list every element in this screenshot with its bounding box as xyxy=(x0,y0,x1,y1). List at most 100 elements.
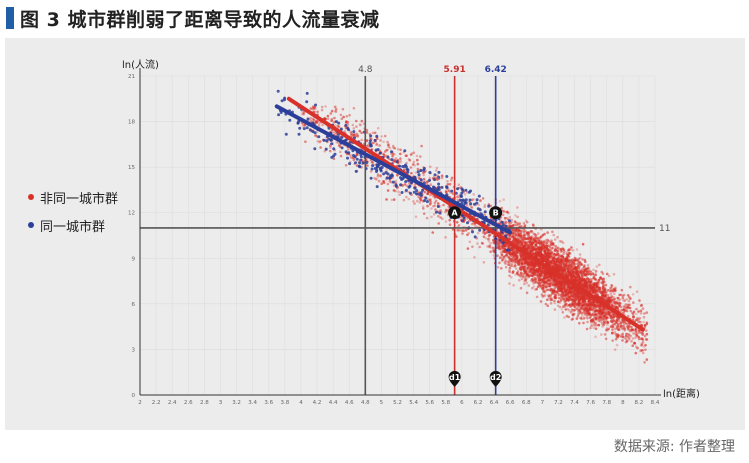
point-red xyxy=(555,268,558,271)
point-red xyxy=(518,229,522,232)
point-red xyxy=(503,244,506,248)
point-red xyxy=(386,182,390,186)
point-red xyxy=(618,304,621,308)
point-red xyxy=(448,223,452,226)
point-red xyxy=(601,325,604,328)
point-red xyxy=(416,162,420,166)
point-red xyxy=(501,258,505,261)
point-red xyxy=(468,240,472,244)
point-red xyxy=(543,281,547,285)
point-red xyxy=(323,149,327,153)
point-red xyxy=(641,349,644,352)
point-red xyxy=(507,256,511,259)
point-red xyxy=(610,331,614,335)
point-red xyxy=(412,160,416,164)
point-red xyxy=(414,171,418,174)
point-red xyxy=(417,195,421,199)
point-red xyxy=(570,297,574,301)
point-red xyxy=(617,322,620,326)
point-red xyxy=(565,261,568,265)
point-red xyxy=(605,316,609,320)
point-red xyxy=(386,189,390,192)
point-red xyxy=(483,213,487,217)
point-red xyxy=(622,324,625,328)
point-red xyxy=(355,132,358,136)
point-red xyxy=(321,123,324,127)
point-red xyxy=(611,317,615,320)
point-red xyxy=(581,258,584,261)
point-red xyxy=(644,343,647,347)
point-red xyxy=(444,220,448,223)
point-red xyxy=(554,294,558,298)
point-red xyxy=(611,331,614,335)
point-red xyxy=(481,197,485,200)
point-red xyxy=(578,276,582,279)
point-red xyxy=(626,294,630,297)
point-red xyxy=(583,299,586,302)
point-red xyxy=(358,129,361,133)
point-red xyxy=(444,236,447,239)
point-red xyxy=(590,324,593,328)
point-red xyxy=(412,200,415,203)
point-red xyxy=(435,166,439,170)
point-red xyxy=(546,288,549,292)
point-red xyxy=(447,189,451,193)
point-red xyxy=(598,277,602,280)
point-red xyxy=(301,125,305,128)
point-red xyxy=(489,250,493,253)
point-red xyxy=(563,286,566,289)
point-red xyxy=(312,106,315,110)
point-red xyxy=(330,109,334,113)
point-red xyxy=(352,158,356,162)
point-red xyxy=(348,113,351,117)
point-red xyxy=(332,121,336,124)
point-red xyxy=(557,258,561,262)
point-red xyxy=(615,319,619,322)
point-red xyxy=(437,214,440,218)
point-red xyxy=(539,272,542,276)
point-red xyxy=(615,343,619,347)
point-red xyxy=(548,245,552,248)
point-red xyxy=(486,245,489,248)
point-red xyxy=(396,147,400,151)
point-red xyxy=(593,324,597,327)
point-red xyxy=(500,259,504,262)
point-red xyxy=(523,276,526,279)
point-red xyxy=(496,266,500,269)
point-red xyxy=(530,277,534,281)
point-red xyxy=(582,321,585,325)
point-red xyxy=(519,271,523,275)
point-red xyxy=(339,150,342,154)
point-red xyxy=(523,242,527,245)
point-red xyxy=(559,250,563,253)
point-red xyxy=(479,199,482,202)
point-red xyxy=(570,246,573,249)
point-red xyxy=(524,279,527,282)
point-red xyxy=(379,174,382,178)
point-red xyxy=(579,316,582,320)
point-red xyxy=(570,308,574,311)
point-red xyxy=(553,238,557,241)
point-red xyxy=(467,231,471,235)
point-red xyxy=(482,235,486,238)
point-red xyxy=(502,198,506,201)
point-red xyxy=(596,294,599,297)
point-red xyxy=(567,264,571,267)
point-red xyxy=(593,293,597,296)
point-red xyxy=(525,220,529,224)
point-red xyxy=(603,320,607,324)
point-red xyxy=(641,331,644,335)
point-red xyxy=(513,232,516,236)
point-red xyxy=(583,316,586,320)
point-red xyxy=(544,285,548,289)
point-red xyxy=(581,273,584,277)
point-red xyxy=(598,315,601,319)
point-red xyxy=(610,320,614,324)
point-red xyxy=(534,281,538,284)
point-red xyxy=(641,337,644,341)
points-non-same-cluster xyxy=(300,105,649,364)
point-red xyxy=(526,262,530,266)
point-red xyxy=(636,316,639,320)
point-red xyxy=(645,329,648,332)
point-red xyxy=(473,255,476,259)
